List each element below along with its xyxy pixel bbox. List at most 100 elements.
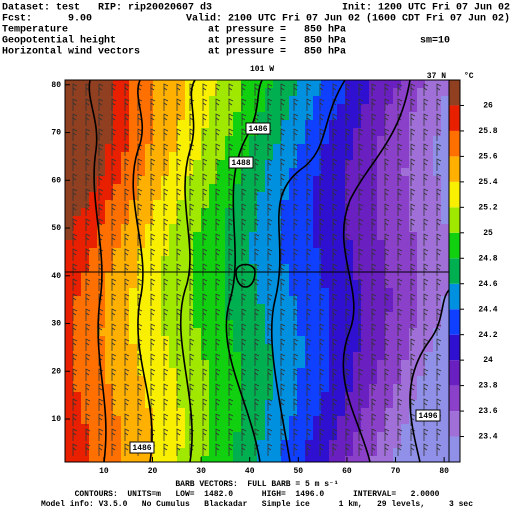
field-cell — [401, 424, 410, 433]
wind-barb — [124, 203, 130, 216]
field-cell — [209, 296, 218, 305]
wind-barb — [228, 128, 234, 141]
field-cell — [441, 128, 450, 137]
field-cell — [177, 88, 186, 97]
field-cell — [257, 176, 266, 185]
field-cell — [297, 408, 306, 417]
field-cell — [97, 168, 106, 177]
wind-barb — [306, 188, 312, 201]
field-cell — [409, 208, 418, 217]
field-cell — [417, 424, 426, 433]
field-cell — [145, 192, 154, 201]
wind-barb — [150, 323, 156, 336]
field-cell — [385, 240, 394, 249]
field-cell — [425, 168, 434, 177]
field-cell — [409, 88, 418, 97]
field-cell — [129, 424, 138, 433]
field-cell — [281, 208, 290, 217]
field-cell — [241, 296, 250, 305]
field-cell — [177, 392, 186, 401]
wind-barb — [293, 158, 299, 171]
field-cell — [281, 296, 290, 305]
field-cell — [401, 80, 410, 89]
field-cell — [321, 416, 330, 425]
field-cell — [241, 168, 250, 177]
field-cell — [305, 136, 314, 145]
wind-barb — [202, 428, 208, 441]
forecast-hour: Fcst: 9.00 — [2, 14, 92, 25]
field-cell — [129, 144, 138, 153]
field-cell — [313, 136, 322, 145]
field-cell — [153, 360, 162, 369]
field-cell — [337, 264, 346, 273]
field-cell — [393, 216, 402, 225]
field-cell — [105, 304, 114, 313]
field-cell — [249, 400, 258, 409]
field-cell — [361, 264, 370, 273]
field-cell — [193, 232, 202, 241]
wind-barb — [397, 233, 403, 246]
wind-barb — [280, 233, 286, 246]
field-cell — [393, 320, 402, 329]
field-cell — [177, 408, 186, 417]
wind-barb — [423, 248, 429, 261]
field-cell — [393, 304, 402, 313]
field-cell — [273, 432, 282, 441]
field-cell — [153, 128, 162, 137]
field-cell — [217, 456, 226, 463]
wind-barb — [319, 293, 325, 306]
field-cell — [201, 224, 210, 233]
field-cell — [209, 440, 218, 449]
wind-barb — [423, 293, 429, 306]
wind-barb — [241, 443, 247, 456]
wind-barb — [98, 128, 104, 141]
field-cell — [129, 120, 138, 129]
field-cell — [217, 256, 226, 265]
field-cell — [393, 344, 402, 353]
field-cell — [289, 136, 298, 145]
wind-barb — [371, 353, 377, 366]
field-cell — [137, 256, 146, 265]
field-cell — [313, 288, 322, 297]
field-cell — [337, 224, 346, 233]
field-cell — [113, 408, 122, 417]
field-cell — [169, 376, 178, 385]
wind-barb — [241, 308, 247, 321]
field-cell — [401, 368, 410, 377]
field-cell — [409, 112, 418, 121]
field-cell — [145, 328, 154, 337]
wind-barb — [384, 248, 390, 261]
wind-barb — [202, 98, 208, 111]
field-cell — [249, 312, 258, 321]
field-cell — [265, 432, 274, 441]
wind-barb — [293, 203, 299, 216]
field-cell — [161, 208, 170, 217]
field-cell — [417, 192, 426, 201]
wind-barb — [72, 233, 78, 246]
field-cell — [97, 408, 106, 417]
wind-barb — [228, 113, 234, 126]
field-cell — [73, 336, 82, 345]
field-cell — [353, 240, 362, 249]
field-cell — [321, 176, 330, 185]
field-cell — [113, 352, 122, 361]
colorbar-tick-label: 25.2 — [478, 203, 497, 212]
field-cell — [353, 264, 362, 273]
wind-barb — [371, 173, 377, 186]
field-cell — [169, 128, 178, 137]
field-cell — [417, 392, 426, 401]
field-cell — [185, 216, 194, 225]
wind-barb — [72, 143, 78, 156]
field-cell — [89, 168, 98, 177]
wind-barb — [436, 428, 442, 441]
field-cell — [281, 112, 290, 121]
field-cell — [297, 368, 306, 377]
field-cell — [177, 432, 186, 441]
field-cell — [105, 288, 114, 297]
field-cell — [273, 336, 282, 345]
model-info: Model info: V3.5.0 No Cumulus Blackadar … — [41, 500, 473, 509]
field-cell — [377, 320, 386, 329]
wind-barb — [254, 308, 260, 321]
wind-barb — [267, 98, 273, 111]
field-cell — [129, 400, 138, 409]
